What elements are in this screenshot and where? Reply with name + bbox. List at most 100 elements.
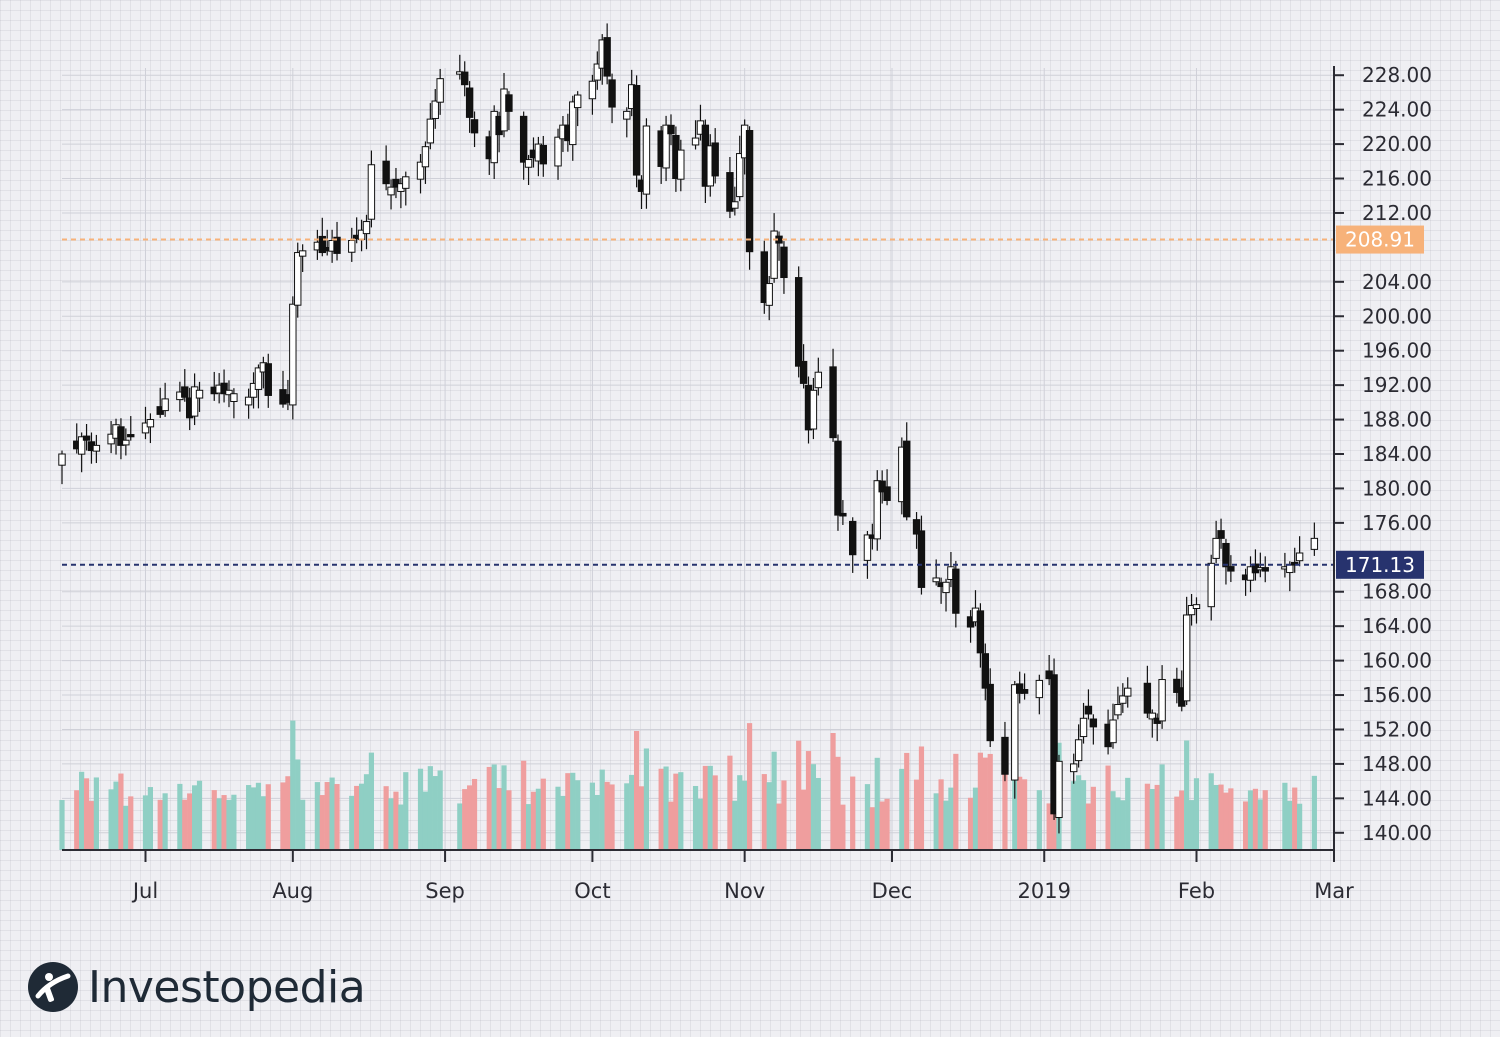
candle-body (976, 610, 985, 654)
volume-bar (417, 768, 424, 850)
candle-body (608, 79, 616, 108)
volume-bar (1159, 764, 1165, 850)
y-tick-label: 192.00 (1362, 373, 1432, 397)
volume-bar (265, 784, 271, 850)
candle-body (1114, 704, 1122, 716)
volume-bar (300, 799, 306, 850)
candle-body (917, 530, 926, 588)
volume-bar (599, 769, 605, 850)
volume-bar (285, 776, 291, 850)
volume-bar (1282, 782, 1288, 850)
volume-bar (192, 785, 198, 850)
volume-bar (1105, 765, 1111, 850)
volume-bar (761, 774, 767, 850)
candle-body (731, 201, 739, 209)
volume-bar (830, 733, 836, 850)
candle-body (519, 115, 528, 163)
volume-bar (737, 775, 743, 850)
volume-bar (604, 781, 610, 850)
y-axis-tick-labels: 140.00 144.00 148.00 152.00 156.00 160.00 164.… (1362, 63, 1432, 845)
volume-bar (182, 799, 188, 850)
x-tick-label: 2019 (1018, 879, 1071, 903)
candle-body (745, 130, 754, 253)
candle-body (814, 371, 823, 389)
volume-bar (570, 772, 576, 850)
volume-bar (800, 789, 807, 850)
volume-bar (462, 789, 468, 850)
volume-bar (250, 787, 257, 850)
volume-bar (938, 779, 944, 850)
candle-body (1182, 614, 1191, 702)
volume-bar (1287, 801, 1293, 850)
candle-body (421, 146, 430, 168)
volume-bar (1218, 784, 1224, 850)
volume-bar (93, 777, 99, 850)
volume-bar (535, 788, 541, 850)
volume-bar (678, 772, 684, 850)
volume-bar (977, 752, 983, 850)
volume-bar (368, 752, 375, 850)
candle-body (603, 37, 611, 77)
volume-bar (1085, 803, 1092, 850)
volume-bar (1174, 796, 1180, 850)
volume-bar (280, 782, 286, 850)
candle-body (1217, 530, 1225, 539)
volume-bar (555, 786, 561, 850)
major-gridlines (62, 68, 1335, 850)
candle-body (82, 435, 91, 441)
volume-bar (491, 764, 497, 850)
volume-bar (565, 773, 571, 850)
volume-bar (575, 780, 581, 850)
volume-bar (1188, 800, 1195, 850)
candle-body (903, 440, 911, 518)
volume-bar (334, 784, 340, 850)
candle-body (863, 534, 872, 561)
volume-bar (118, 773, 124, 850)
volume-bar (1208, 773, 1214, 850)
volume-bar (673, 773, 679, 850)
y-tick-label: 140.00 (1362, 821, 1432, 845)
volume-bar (1193, 778, 1200, 850)
volume-bars (59, 689, 1317, 850)
volume-bar (663, 766, 669, 850)
volume-bar (1311, 775, 1317, 850)
volume-bar (1247, 790, 1254, 850)
volume-bar (840, 804, 846, 850)
candle-body (1011, 684, 1019, 781)
volume-bar (638, 786, 645, 850)
volume-bar (427, 766, 433, 850)
volume-bar (437, 770, 443, 850)
candle-body (146, 419, 155, 428)
volume-bar (805, 751, 812, 850)
volume-bar (712, 775, 718, 850)
volume-bar (216, 798, 222, 850)
volume-bar (1242, 801, 1249, 850)
volume-bar (255, 782, 262, 850)
volume-bar (457, 803, 463, 850)
volume-bar (1252, 788, 1259, 850)
candle-body (873, 480, 881, 540)
x-tick-label: Aug (272, 879, 313, 903)
volume-bar (319, 795, 325, 850)
volume-bar (147, 787, 154, 850)
volume-bar (742, 780, 748, 850)
y-tick-label: 156.00 (1362, 683, 1432, 707)
candle-body (436, 78, 444, 103)
candle-body (294, 252, 302, 306)
candle-body (220, 382, 228, 395)
volume-bar (211, 790, 217, 850)
candle-body (1286, 564, 1294, 574)
volume-bar (771, 751, 777, 850)
candle-body (1261, 567, 1269, 572)
volume-bar (1144, 783, 1150, 850)
volume-bar (918, 746, 925, 850)
investopedia-logo-mark-icon (28, 962, 78, 1012)
volume-bar (904, 752, 910, 850)
volume-bar (658, 768, 664, 850)
candle-body (799, 360, 808, 384)
candle-body (932, 577, 940, 583)
volume-bar (1125, 777, 1131, 850)
candle-body (632, 85, 641, 176)
candle-body (1035, 679, 1044, 699)
y-tick-label: 168.00 (1362, 580, 1432, 604)
